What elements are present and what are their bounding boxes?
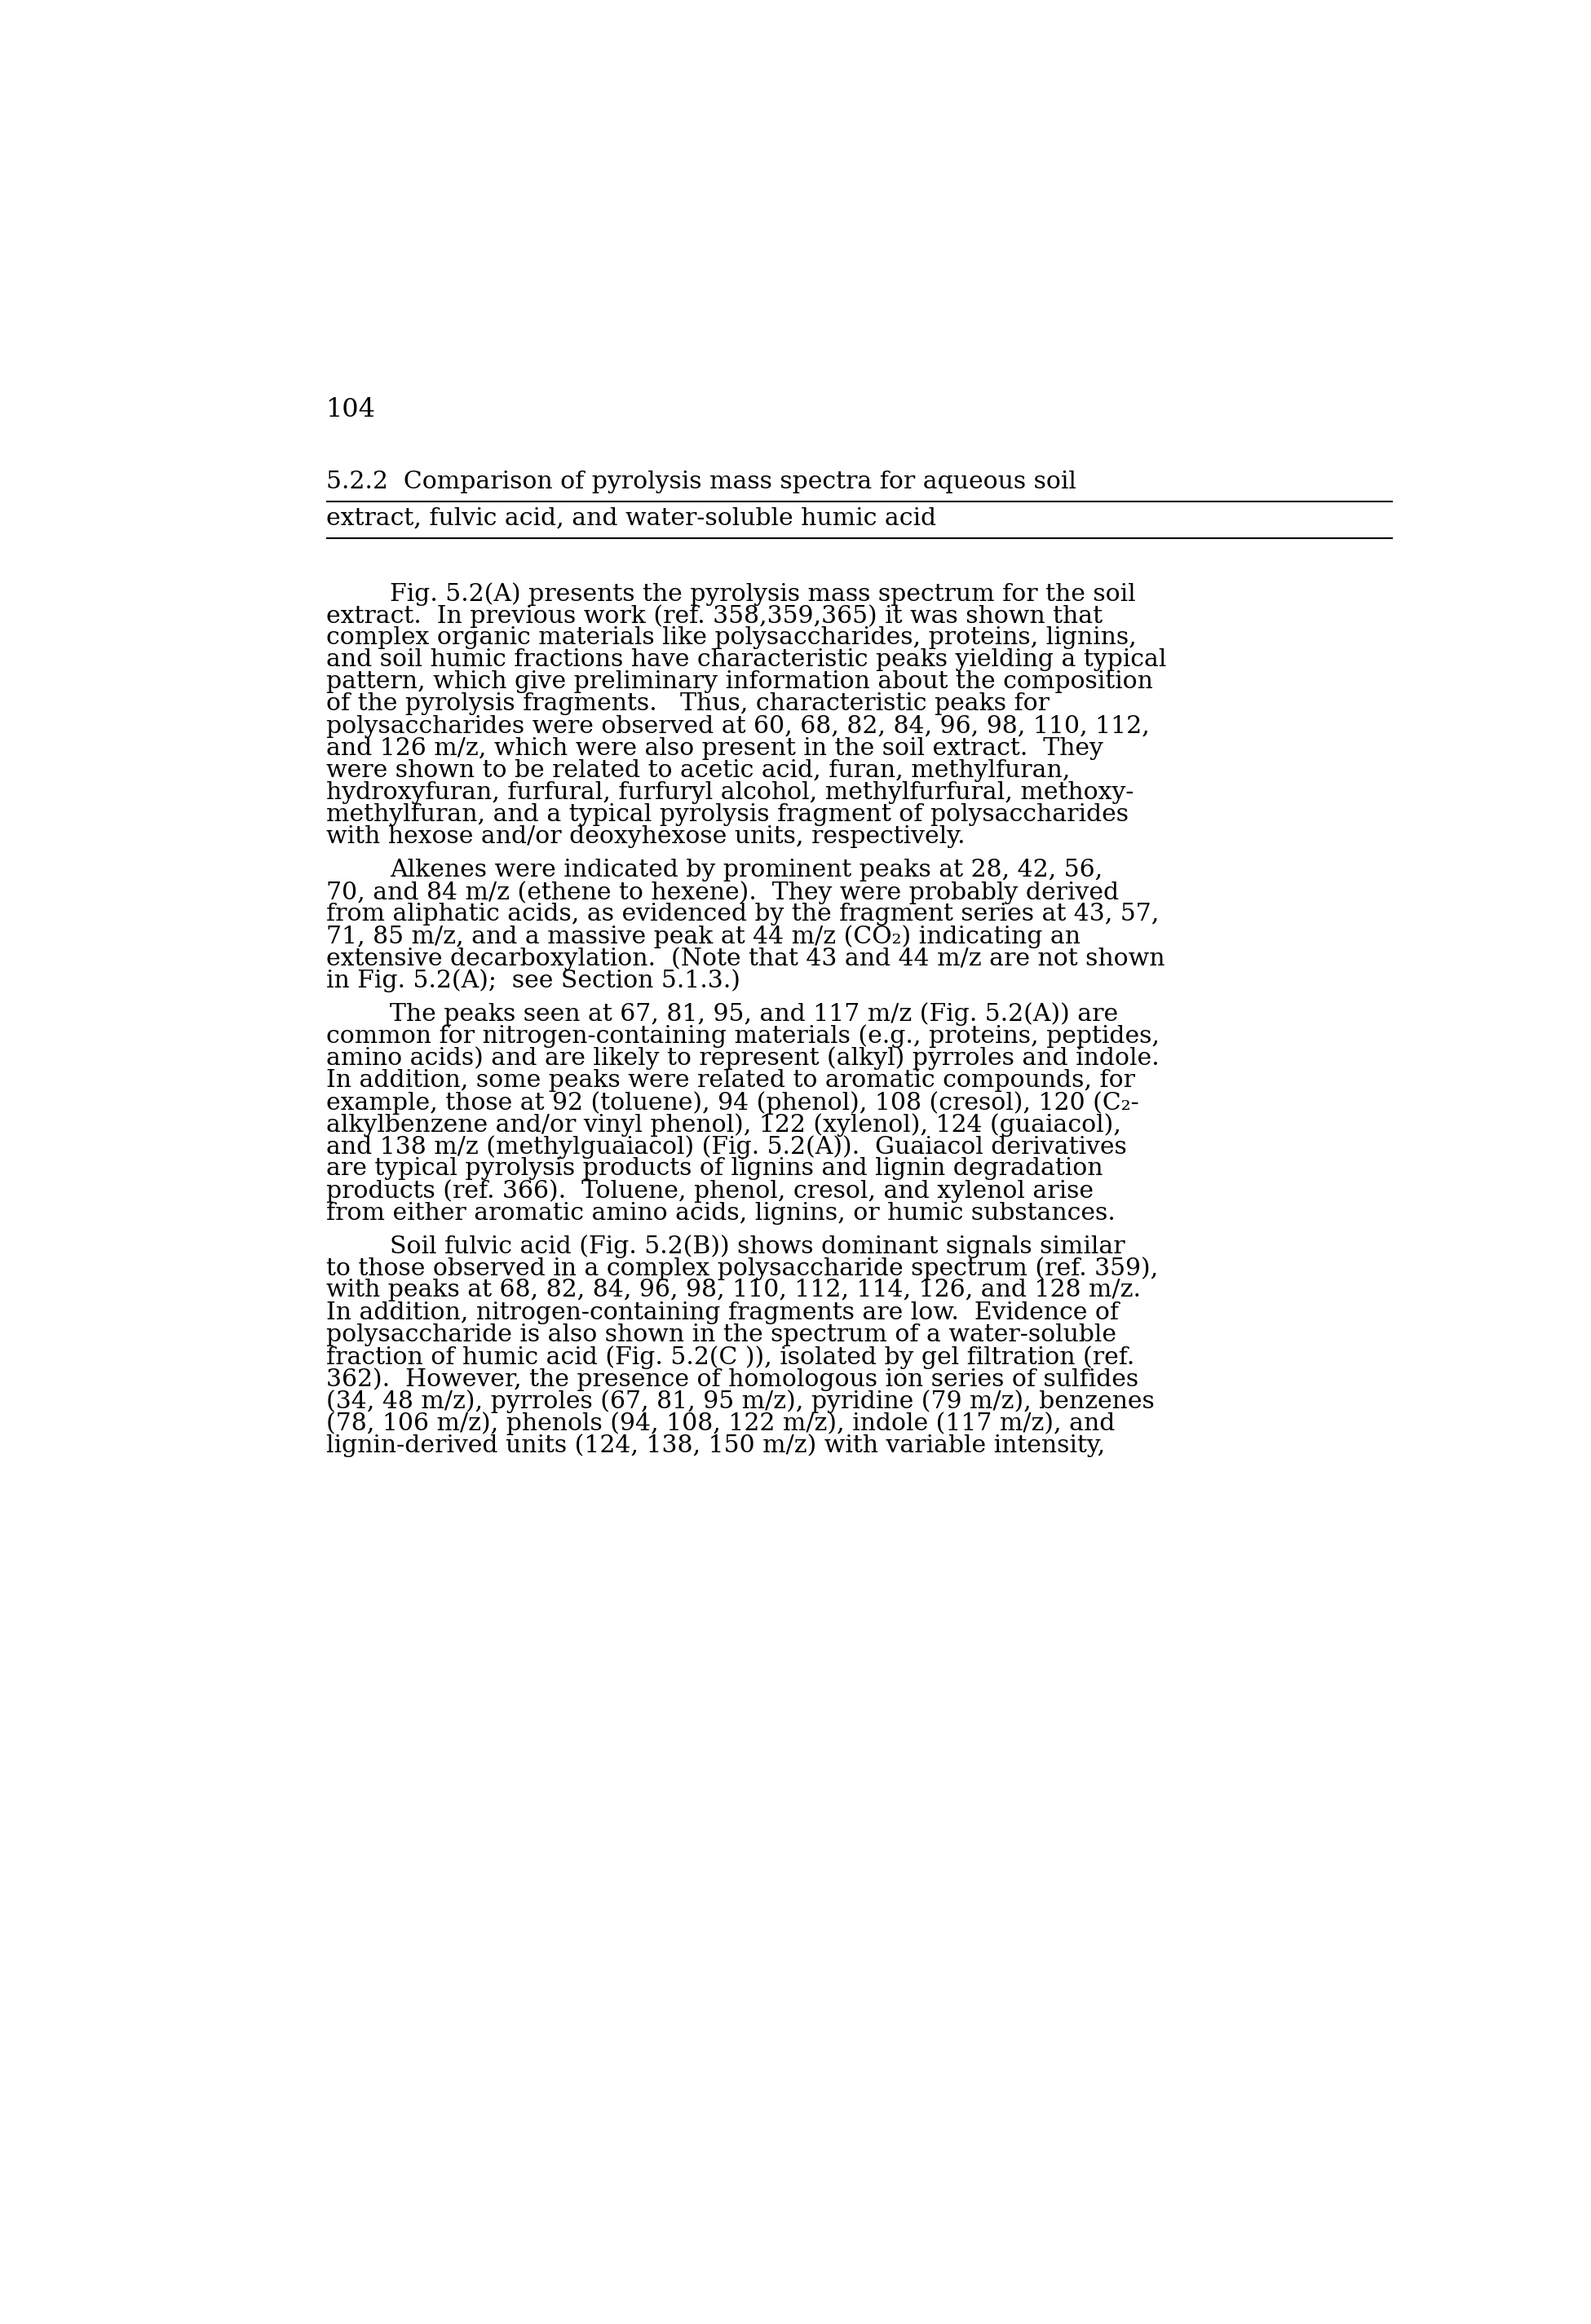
- Text: from either aromatic amino acids, lignins, or humic substances.: from either aromatic amino acids, lignin…: [326, 1202, 1115, 1225]
- Text: Alkenes were indicated by prominent peaks at 28, 42, 56,: Alkenes were indicated by prominent peak…: [390, 858, 1103, 881]
- Text: In addition, some peaks were related to aromatic compounds, for: In addition, some peaks were related to …: [326, 1069, 1134, 1092]
- Text: (78, 106 m/z), phenols (94, 108, 122 m/z), indole (117 m/z), and: (78, 106 m/z), phenols (94, 108, 122 m/z…: [326, 1411, 1115, 1436]
- Text: from aliphatic acids, as evidenced by the fragment series at 43, 57,: from aliphatic acids, as evidenced by th…: [326, 904, 1158, 925]
- Text: were shown to be related to acetic acid, furan, methylfuran,: were shown to be related to acetic acid,…: [326, 760, 1069, 781]
- Text: 104: 104: [326, 397, 375, 423]
- Text: complex organic materials like polysaccharides, proteins, lignins,: complex organic materials like polysacch…: [326, 627, 1136, 648]
- Text: polysaccharide is also shown in the spectrum of a water-soluble: polysaccharide is also shown in the spec…: [326, 1322, 1115, 1346]
- Text: pattern, which give preliminary information about the composition: pattern, which give preliminary informat…: [326, 672, 1152, 693]
- Text: and soil humic fractions have characteristic peaks yielding a typical: and soil humic fractions have characteri…: [326, 648, 1166, 672]
- Text: 71, 85 m/z, and a massive peak at 44 m/z (CO₂) indicating an: 71, 85 m/z, and a massive peak at 44 m/z…: [326, 925, 1080, 948]
- Text: extensive decarboxylation.  (Note that 43 and 44 m/z are not shown: extensive decarboxylation. (Note that 43…: [326, 948, 1165, 971]
- Text: Soil fulvic acid (Fig. 5.2(B)) shows dominant signals similar: Soil fulvic acid (Fig. 5.2(B)) shows dom…: [390, 1234, 1125, 1257]
- Text: with hexose and/or deoxyhexose units, respectively.: with hexose and/or deoxyhexose units, re…: [326, 825, 964, 848]
- Text: lignin-derived units (124, 138, 150 m/z) with variable intensity,: lignin-derived units (124, 138, 150 m/z)…: [326, 1434, 1104, 1457]
- Text: to those observed in a complex polysaccharide spectrum (ref. 359),: to those observed in a complex polysacch…: [326, 1257, 1158, 1281]
- Text: methylfuran, and a typical pyrolysis fragment of polysaccharides: methylfuran, and a typical pyrolysis fra…: [326, 804, 1128, 825]
- Text: Fig. 5.2(A) presents the pyrolysis mass spectrum for the soil: Fig. 5.2(A) presents the pyrolysis mass …: [390, 581, 1136, 607]
- Text: In addition, nitrogen-containing fragments are low.  Evidence of: In addition, nitrogen-containing fragmen…: [326, 1301, 1118, 1325]
- Text: amino acids) and are likely to represent (alkyl) pyrroles and indole.: amino acids) and are likely to represent…: [326, 1046, 1158, 1069]
- Text: extract.  In previous work (ref. 358,359,365) it was shown that: extract. In previous work (ref. 358,359,…: [326, 604, 1103, 627]
- Text: hydroxyfuran, furfural, furfuryl alcohol, methylfurfural, methoxy-: hydroxyfuran, furfural, furfuryl alcohol…: [326, 781, 1134, 804]
- Text: are typical pyrolysis products of lignins and lignin degradation: are typical pyrolysis products of lignin…: [326, 1157, 1103, 1181]
- Text: and 126 m/z, which were also present in the soil extract.  They: and 126 m/z, which were also present in …: [326, 737, 1103, 760]
- Text: The peaks seen at 67, 81, 95, and 117 m/z (Fig. 5.2(A)) are: The peaks seen at 67, 81, 95, and 117 m/…: [390, 1002, 1118, 1025]
- Text: and 138 m/z (methylguaiacol) (Fig. 5.2(A)).  Guaiacol derivatives: and 138 m/z (methylguaiacol) (Fig. 5.2(A…: [326, 1134, 1126, 1160]
- Text: alkylbenzene and/or vinyl phenol), 122 (xylenol), 124 (guaiacol),: alkylbenzene and/or vinyl phenol), 122 (…: [326, 1113, 1122, 1136]
- Text: extract, fulvic acid, and water-soluble humic acid: extract, fulvic acid, and water-soluble …: [326, 507, 936, 530]
- Text: fraction of humic acid (Fig. 5.2(C )), isolated by gel filtration (ref.: fraction of humic acid (Fig. 5.2(C )), i…: [326, 1346, 1134, 1369]
- Text: of the pyrolysis fragments.   Thus, characteristic peaks for: of the pyrolysis fragments. Thus, charac…: [326, 693, 1048, 716]
- Text: with peaks at 68, 82, 84, 96, 98, 110, 112, 114, 126, and 128 m/z.: with peaks at 68, 82, 84, 96, 98, 110, 1…: [326, 1278, 1141, 1301]
- Text: 5.2.2  Comparison of pyrolysis mass spectra for aqueous soil: 5.2.2 Comparison of pyrolysis mass spect…: [326, 469, 1076, 493]
- Text: common for nitrogen-containing materials (e.g., proteins, peptides,: common for nitrogen-containing materials…: [326, 1025, 1160, 1048]
- Text: example, those at 92 (toluene), 94 (phenol), 108 (cresol), 120 (C₂-: example, those at 92 (toluene), 94 (phen…: [326, 1090, 1139, 1116]
- Text: (34, 48 m/z), pyrroles (67, 81, 95 m/z), pyridine (79 m/z), benzenes: (34, 48 m/z), pyrroles (67, 81, 95 m/z),…: [326, 1390, 1153, 1413]
- Text: 362).  However, the presence of homologous ion series of sulfides: 362). However, the presence of homologou…: [326, 1367, 1138, 1392]
- Text: 70, and 84 m/z (ethene to hexene).  They were probably derived: 70, and 84 m/z (ethene to hexene). They …: [326, 881, 1118, 904]
- Text: products (ref. 366).  Toluene, phenol, cresol, and xylenol arise: products (ref. 366). Toluene, phenol, cr…: [326, 1181, 1093, 1204]
- Text: in Fig. 5.2(A);  see Section 5.1.3.): in Fig. 5.2(A); see Section 5.1.3.): [326, 969, 740, 992]
- Text: polysaccharides were observed at 60, 68, 82, 84, 96, 98, 110, 112,: polysaccharides were observed at 60, 68,…: [326, 716, 1149, 737]
